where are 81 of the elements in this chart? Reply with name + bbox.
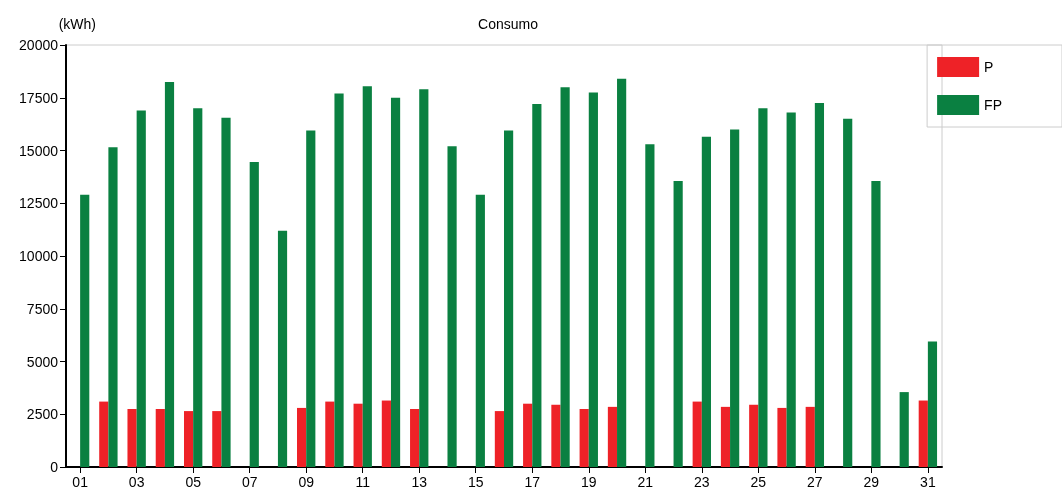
bar	[362, 86, 372, 467]
bar	[607, 406, 618, 467]
bar	[297, 407, 307, 467]
bar	[899, 392, 909, 467]
bar	[155, 408, 165, 467]
y-tick-label: 15000	[19, 142, 59, 159]
y-axis-title: (kWh)	[58, 16, 96, 32]
bar	[221, 117, 231, 467]
bar	[183, 411, 194, 467]
bar	[701, 136, 711, 467]
bar	[720, 406, 731, 467]
legend-label: FP	[984, 97, 1002, 113]
bar	[494, 411, 504, 467]
bar	[99, 401, 109, 467]
x-tick-label: 07	[241, 474, 258, 490]
bar	[777, 407, 787, 467]
bar	[786, 112, 796, 467]
x-tick-label: 25	[750, 474, 767, 490]
bar	[419, 89, 429, 467]
bar	[692, 401, 702, 467]
y-tick-label: 7500	[26, 300, 59, 317]
bar	[843, 118, 853, 467]
bar	[334, 93, 344, 467]
x-tick-label: 09	[298, 474, 315, 490]
legend-label: P	[984, 59, 994, 75]
y-tick-label: 12500	[19, 195, 59, 212]
x-tick-label: 19	[580, 474, 597, 490]
bar	[212, 411, 222, 467]
x-tick-label: 23	[694, 474, 710, 490]
bar	[390, 97, 401, 467]
bar	[325, 401, 335, 467]
bar	[805, 406, 815, 467]
bar	[447, 146, 457, 467]
bar	[277, 230, 288, 467]
bar	[730, 129, 740, 467]
y-tick-label: 20000	[19, 37, 59, 53]
y-tick-label: 5000	[26, 353, 59, 370]
x-tick-label: 03	[128, 474, 145, 490]
chart-title: Consumo	[478, 16, 539, 32]
x-tick-label: 17	[524, 474, 541, 490]
x-tick-label: 21	[637, 474, 654, 490]
x-tick-label: 11	[355, 474, 371, 490]
y-tick-label: 17500	[19, 89, 59, 106]
bar	[108, 147, 118, 467]
bar	[579, 408, 589, 467]
bar	[645, 144, 655, 467]
y-tick-label: 2500	[26, 406, 59, 423]
bar	[749, 404, 759, 467]
x-tick-label: 31	[920, 474, 936, 490]
x-tick-label: 27	[807, 474, 823, 490]
bar	[673, 181, 683, 467]
bar	[127, 408, 137, 467]
y-tick-label: 10000	[19, 248, 59, 264]
bar	[871, 181, 881, 467]
bar	[560, 87, 570, 467]
x-tick-label: 13	[411, 474, 428, 490]
x-tick-label: 29	[863, 474, 880, 490]
bar	[475, 194, 485, 467]
bar	[306, 130, 316, 467]
bar	[193, 108, 203, 467]
bar	[381, 400, 391, 467]
bar	[353, 403, 363, 467]
bar	[617, 78, 627, 467]
bar	[80, 194, 90, 467]
bar	[927, 341, 938, 467]
bar	[918, 400, 928, 467]
bar	[532, 104, 542, 467]
bar	[814, 103, 825, 467]
bar	[758, 108, 768, 467]
x-tick-label: 05	[185, 474, 202, 490]
bar	[164, 81, 175, 467]
bar	[523, 403, 533, 467]
x-tick-label: 15	[467, 474, 484, 490]
y-tick-label: 0	[50, 459, 59, 475]
bar	[136, 110, 146, 467]
x-tick-label: 01	[72, 474, 89, 490]
bar	[551, 404, 561, 467]
bar	[410, 408, 420, 467]
bar	[504, 130, 514, 467]
bar	[249, 162, 259, 467]
bar	[588, 92, 598, 467]
